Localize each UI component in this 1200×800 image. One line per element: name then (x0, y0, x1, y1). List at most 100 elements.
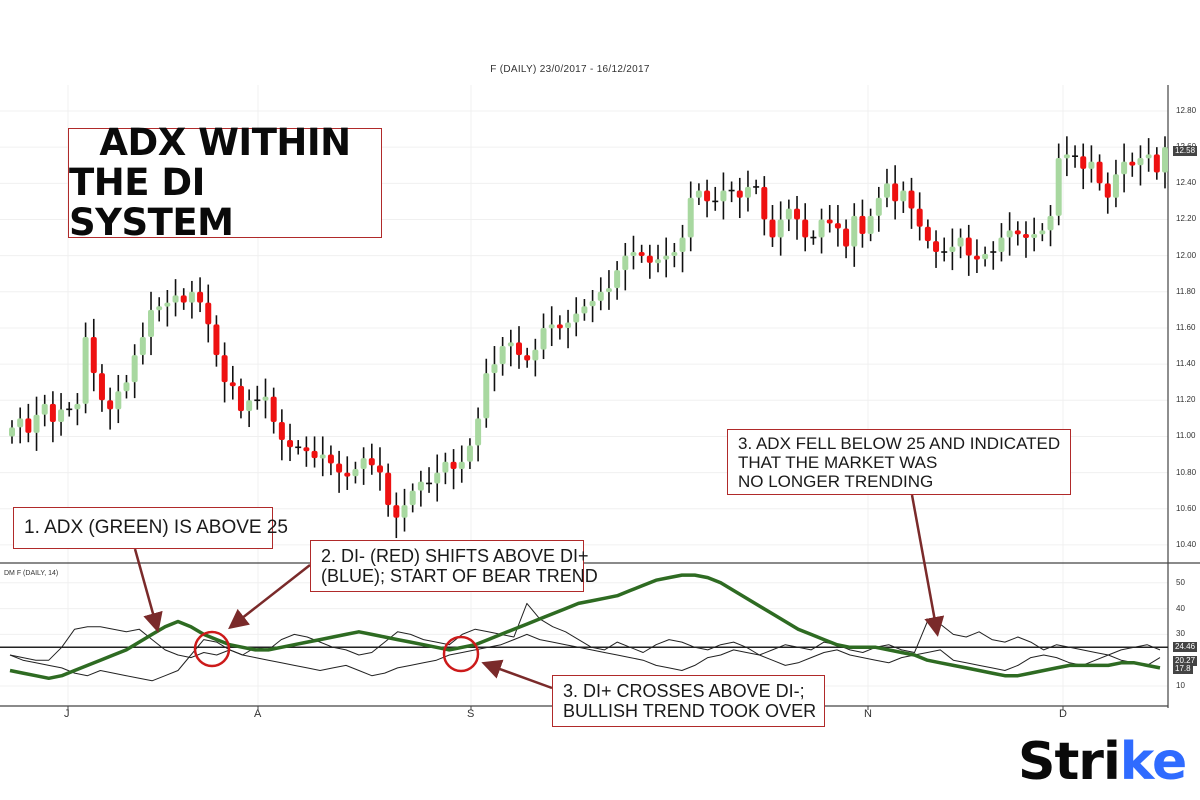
down-candle (1104, 183, 1111, 198)
price-tick: 11.80 (1176, 286, 1196, 296)
down-candle (794, 208, 801, 220)
callout-di-plus-cross: 3. DI+ CROSSES ABOVE DI-; BULLISH TREND … (552, 675, 825, 727)
up-candle (360, 458, 367, 469)
up-candle (1162, 147, 1168, 173)
price-tick: 10.60 (1176, 503, 1197, 513)
indicator-tick: 50 (1176, 577, 1185, 587)
down-candle (327, 454, 334, 464)
down-candle (1080, 156, 1087, 169)
down-candle (638, 252, 645, 257)
up-candle (687, 197, 694, 238)
down-candle (769, 219, 776, 238)
price-tick: 11.60 (1176, 322, 1196, 332)
up-candle (17, 418, 24, 428)
up-candle (172, 295, 179, 303)
up-candle (1145, 154, 1152, 159)
up-candle (58, 409, 65, 422)
month-label: S (467, 708, 475, 720)
price-tick: 11.20 (1176, 395, 1196, 405)
down-candle (515, 342, 522, 356)
up-candle (262, 396, 269, 401)
callout-text: 2. DI- (RED) SHIFTS ABOVE DI+ (321, 546, 589, 566)
down-candle (892, 183, 899, 202)
up-candle (499, 346, 506, 365)
up-candle (115, 391, 122, 410)
up-candle (671, 252, 678, 257)
up-candle (352, 468, 359, 477)
down-candle (908, 190, 915, 209)
indicator-value-tag-1: 24.46 (1173, 642, 1198, 652)
up-candle (442, 461, 449, 473)
up-candle (131, 355, 138, 383)
down-candle (834, 223, 841, 229)
down-candle (287, 440, 294, 448)
indicator-panel-label: DM F (DAILY, 14) (4, 570, 59, 577)
callout-adx-above-25: 1. ADX (GREEN) IS ABOVE 25 (13, 507, 288, 549)
down-candle (1014, 230, 1021, 235)
up-candle (1031, 233, 1038, 238)
up-candle (744, 186, 751, 198)
up-candle (614, 270, 621, 289)
strike-logo: Strike (1018, 732, 1187, 792)
down-candle (25, 418, 32, 433)
up-candle (532, 349, 539, 361)
down-candle (376, 465, 383, 473)
headline-line-2: THE DI SYSTEM (69, 161, 234, 244)
indicator-value-tag-3: 17.8 (1173, 664, 1193, 674)
up-candle (409, 490, 416, 506)
down-candle (90, 337, 97, 374)
price-tick: 11.40 (1176, 359, 1196, 369)
down-candle (802, 219, 809, 238)
callout-text: BULLISH TREND TOOK OVER (563, 701, 817, 721)
up-candle (957, 237, 964, 247)
down-candle (1153, 154, 1160, 173)
up-candle (1088, 161, 1095, 169)
up-candle (679, 237, 686, 253)
indicator-tick: 30 (1176, 629, 1185, 639)
down-candle (933, 241, 940, 253)
down-candle (205, 302, 212, 325)
up-candle (1006, 230, 1013, 238)
down-candle (107, 400, 114, 410)
up-candle (548, 324, 555, 329)
up-candle (33, 414, 40, 433)
down-candle (761, 186, 768, 220)
down-candle (213, 324, 220, 356)
up-candle (589, 300, 596, 307)
callout-di-minus-shift: 2. DI- (RED) SHIFTS ABOVE DI+ (BLUE); ST… (310, 540, 598, 592)
up-candle (720, 190, 727, 202)
up-candle (540, 327, 547, 350)
indicator-value-tag-2: 20.27 (1173, 656, 1198, 666)
up-candle (41, 403, 48, 415)
up-candle (565, 322, 572, 328)
down-candle (311, 450, 318, 459)
month-label: A (254, 708, 262, 720)
down-candle (524, 355, 531, 361)
callout-adx-below-25: 3. ADX FELL BELOW 25 AND INDICATED THAT … (727, 429, 1071, 495)
up-candle (867, 215, 874, 234)
up-candle (401, 505, 408, 518)
up-candle (900, 190, 907, 202)
callout-text: 3. DI+ CROSSES ABOVE DI-; (563, 681, 805, 701)
down-candle (303, 447, 310, 452)
headline-box: ADX WITHIN THE DI SYSTEM (68, 123, 382, 243)
down-candle (826, 219, 833, 224)
up-candle (82, 337, 89, 404)
down-candle (278, 421, 285, 441)
adx-line (9, 573, 1161, 681)
up-candle (434, 472, 441, 484)
down-candle (450, 461, 457, 469)
indicator-tick: 40 (1176, 603, 1185, 613)
logo-accent-text: ke (1119, 732, 1187, 792)
callout-text: (BLUE); START OF BEAR TREND (321, 566, 598, 586)
up-candle (875, 197, 882, 216)
up-candle (630, 252, 637, 257)
down-candle (368, 458, 375, 466)
logo-text: Stri (1018, 732, 1121, 792)
up-candle (695, 190, 702, 198)
down-candle (270, 396, 277, 422)
down-candle (385, 472, 392, 506)
arrow-callout-3b (481, 659, 553, 690)
up-candle (188, 291, 195, 303)
up-candle (622, 255, 629, 271)
